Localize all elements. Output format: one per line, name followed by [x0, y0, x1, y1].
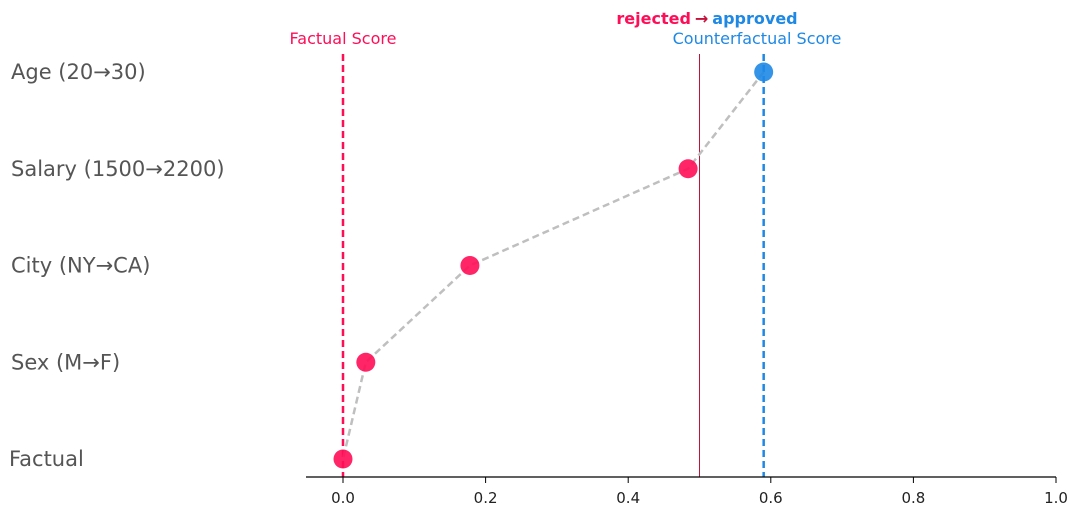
counterfactual-score-label: Counterfactual Score [673, 29, 842, 48]
reference-lines [341, 54, 765, 477]
x-tick-label: 0.6 [759, 489, 783, 507]
counterfactual-path-line [341, 71, 765, 460]
data-point [678, 159, 698, 179]
x-tick-label: 0.4 [616, 489, 640, 507]
x-tick-label: 0.8 [901, 489, 925, 507]
outcome-arrow-icon: → [695, 9, 708, 28]
row-label: Sex (M→F) [11, 350, 120, 374]
data-point [754, 62, 774, 82]
x-tick-label: 0.0 [331, 489, 355, 507]
data-points [333, 62, 774, 469]
data-point [356, 352, 376, 372]
x-tick-label: 0.2 [474, 489, 498, 507]
row-label: Age (20→30) [11, 60, 146, 84]
data-point [333, 449, 353, 469]
outcome-to: approved [712, 9, 797, 28]
x-tick-label: 1.0 [1044, 489, 1068, 507]
row-label: Factual [9, 447, 84, 471]
outcome-from: rejected [616, 9, 691, 28]
outcome-label: rejected → approved [616, 9, 797, 28]
score-labels: Factual Score Counterfactual Score rejec… [290, 9, 842, 48]
x-axis-ticks: 0.0 0.2 0.4 0.6 0.8 1.0 [331, 477, 1068, 507]
row-label: Salary (1500→2200) [11, 157, 225, 181]
counterfactual-path [341, 71, 765, 460]
row-label: City (NY→CA) [11, 254, 150, 278]
data-point [460, 256, 480, 275]
factual-score-label: Factual Score [290, 29, 397, 48]
row-labels: Age (20→30) Salary (1500→2200) City (NY→CA… [9, 60, 225, 471]
